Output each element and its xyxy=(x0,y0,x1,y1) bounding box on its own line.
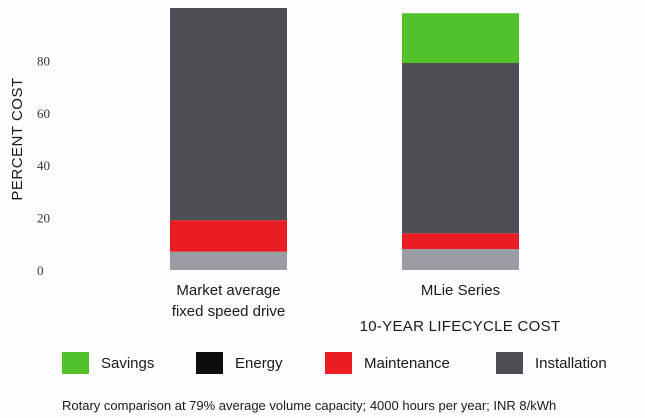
legend-item-savings: Savings xyxy=(62,352,154,374)
y-tick-label: 20 xyxy=(37,211,50,226)
legend-swatch-energy xyxy=(196,352,223,374)
x-category-label: Market average xyxy=(176,282,280,299)
stacked-bar-chart: 0 20 40 60 80 Market average fixed speed drive… xyxy=(9,8,561,335)
bar-segment-installation xyxy=(402,249,519,270)
legend-item-installation: Installation xyxy=(496,352,607,374)
legend-swatch-installation xyxy=(496,352,523,374)
legend-label-energy: Energy xyxy=(235,354,283,372)
x-category-label: MLie Series xyxy=(421,282,500,299)
bar-segment-installation xyxy=(170,251,287,270)
y-tick-label: 60 xyxy=(37,106,50,121)
legend-label-maintenance: Maintenance xyxy=(364,354,450,372)
y-tick-label: 80 xyxy=(37,53,50,68)
y-axis-title: PERCENT COST xyxy=(9,77,26,200)
legend-item-maintenance: Maintenance xyxy=(325,352,450,374)
bar-segment-maintenance xyxy=(402,233,519,250)
y-tick-label: 0 xyxy=(37,263,44,278)
x-category-label: fixed speed drive xyxy=(172,303,285,320)
bar-segment-savings xyxy=(402,13,519,64)
legend-item-energy: Energy xyxy=(196,352,283,374)
y-tick-label: 40 xyxy=(37,158,50,173)
bar-segment-maintenance xyxy=(170,220,287,252)
legend: Savings Energy Maintenance Installation xyxy=(0,352,645,382)
bar-segment-energy xyxy=(402,63,519,234)
legend-swatch-maintenance xyxy=(325,352,352,374)
legend-label-installation: Installation xyxy=(535,354,607,372)
legend-swatch-savings xyxy=(62,352,89,374)
x-axis-title: 10-YEAR LIFECYCLE COST xyxy=(360,318,561,335)
bar-segment-energy xyxy=(170,8,287,221)
legend-label-savings: Savings xyxy=(101,354,155,372)
footnote: Rotary comparison at 79% average volume … xyxy=(62,398,557,413)
